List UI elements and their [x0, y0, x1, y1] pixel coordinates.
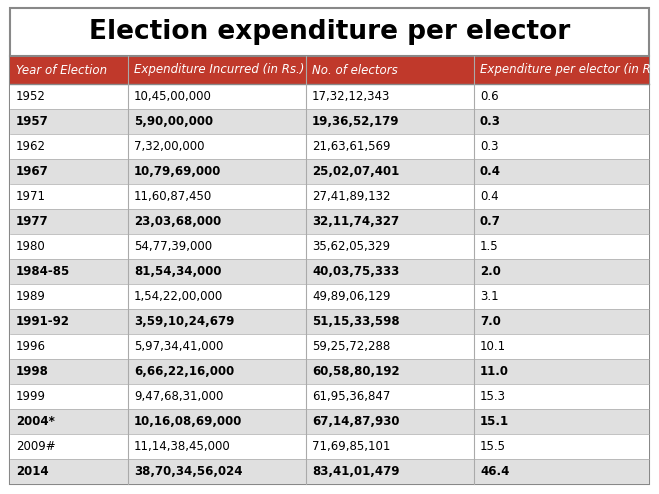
Text: 10,45,00,000: 10,45,00,000: [134, 90, 212, 103]
Text: 51,15,33,598: 51,15,33,598: [312, 315, 399, 328]
Bar: [10, 134, 649, 159]
Text: 2014: 2014: [16, 465, 49, 478]
Bar: [10, 209, 649, 234]
Text: 25,02,07,401: 25,02,07,401: [312, 165, 399, 178]
Text: 38,70,34,56,024: 38,70,34,56,024: [134, 465, 243, 478]
Text: 7,32,00,000: 7,32,00,000: [134, 140, 204, 153]
Text: 49,89,06,129: 49,89,06,129: [312, 290, 391, 303]
Text: 23,03,68,000: 23,03,68,000: [134, 215, 221, 228]
Text: 2009#: 2009#: [16, 440, 55, 453]
Text: 1.5: 1.5: [480, 240, 499, 253]
Text: 1996: 1996: [16, 340, 46, 353]
Text: 11,60,87,450: 11,60,87,450: [134, 190, 212, 203]
Text: 2004*: 2004*: [16, 415, 55, 428]
Bar: [10, 109, 649, 134]
Text: 1957: 1957: [16, 115, 49, 128]
Text: 1989: 1989: [16, 290, 46, 303]
Text: 32,11,74,327: 32,11,74,327: [312, 215, 399, 228]
Bar: [10, 56, 128, 84]
Text: 1980: 1980: [16, 240, 45, 253]
Text: 1998: 1998: [16, 365, 49, 378]
Text: 67,14,87,930: 67,14,87,930: [312, 415, 399, 428]
Bar: [10, 84, 649, 109]
Text: 1971: 1971: [16, 190, 46, 203]
Text: 0.3: 0.3: [480, 140, 498, 153]
Text: 1977: 1977: [16, 215, 49, 228]
Text: 9,47,68,31,000: 9,47,68,31,000: [134, 390, 223, 403]
Text: 5,90,00,000: 5,90,00,000: [134, 115, 213, 128]
Text: 35,62,05,329: 35,62,05,329: [312, 240, 390, 253]
Text: 1984-85: 1984-85: [16, 265, 71, 278]
Text: 0.4: 0.4: [480, 190, 499, 203]
Bar: [306, 56, 474, 84]
Text: 11,14,38,45,000: 11,14,38,45,000: [134, 440, 231, 453]
Text: 1967: 1967: [16, 165, 49, 178]
Bar: [10, 334, 649, 359]
Bar: [10, 359, 649, 384]
Text: 27,41,89,132: 27,41,89,132: [312, 190, 391, 203]
Text: 15.1: 15.1: [480, 415, 509, 428]
Text: 21,63,61,569: 21,63,61,569: [312, 140, 391, 153]
Text: 54,77,39,000: 54,77,39,000: [134, 240, 212, 253]
Text: 11.0: 11.0: [480, 365, 509, 378]
Text: 1952: 1952: [16, 90, 46, 103]
Bar: [10, 259, 649, 284]
Text: 0.6: 0.6: [480, 90, 499, 103]
Text: 46.4: 46.4: [480, 465, 509, 478]
Text: 1999: 1999: [16, 390, 46, 403]
Text: 1991-92: 1991-92: [16, 315, 70, 328]
Text: 10,79,69,000: 10,79,69,000: [134, 165, 221, 178]
Bar: [10, 309, 649, 334]
Text: 10.1: 10.1: [480, 340, 506, 353]
Text: 0.3: 0.3: [480, 115, 501, 128]
Bar: [10, 184, 649, 209]
Text: 5,97,34,41,000: 5,97,34,41,000: [134, 340, 223, 353]
Text: 60,58,80,192: 60,58,80,192: [312, 365, 399, 378]
Text: 0.4: 0.4: [480, 165, 501, 178]
Text: Expenditure per elector (in Rs.): Expenditure per elector (in Rs.): [480, 64, 659, 77]
Text: Expenditure Incurred (in Rs.): Expenditure Incurred (in Rs.): [134, 64, 304, 77]
Text: 83,41,01,479: 83,41,01,479: [312, 465, 399, 478]
Text: 1962: 1962: [16, 140, 46, 153]
Bar: [10, 284, 649, 309]
Text: 1,54,22,00,000: 1,54,22,00,000: [134, 290, 223, 303]
Text: 17,32,12,343: 17,32,12,343: [312, 90, 390, 103]
Text: No. of electors: No. of electors: [312, 64, 398, 77]
Text: 40,03,75,333: 40,03,75,333: [312, 265, 399, 278]
Text: 3.1: 3.1: [480, 290, 499, 303]
Text: 0.7: 0.7: [480, 215, 501, 228]
Text: 19,36,52,179: 19,36,52,179: [312, 115, 399, 128]
Text: Year of Election: Year of Election: [16, 64, 107, 77]
Bar: [10, 409, 649, 434]
Text: 3,59,10,24,679: 3,59,10,24,679: [134, 315, 235, 328]
Text: 71,69,85,101: 71,69,85,101: [312, 440, 390, 453]
Text: 10,16,08,69,000: 10,16,08,69,000: [134, 415, 243, 428]
Bar: [10, 384, 649, 409]
Text: 15.5: 15.5: [480, 440, 506, 453]
Bar: [10, 459, 649, 484]
Bar: [10, 234, 649, 259]
Bar: [10, 434, 649, 459]
Bar: [128, 56, 306, 84]
Bar: [10, 159, 649, 184]
Text: 2.0: 2.0: [480, 265, 501, 278]
Text: 61,95,36,847: 61,95,36,847: [312, 390, 390, 403]
Text: 7.0: 7.0: [480, 315, 501, 328]
Text: Election expenditure per elector: Election expenditure per elector: [89, 19, 570, 45]
Text: 81,54,34,000: 81,54,34,000: [134, 265, 221, 278]
Text: 59,25,72,288: 59,25,72,288: [312, 340, 390, 353]
Text: 15.3: 15.3: [480, 390, 506, 403]
Bar: [474, 56, 649, 84]
Text: 6,66,22,16,000: 6,66,22,16,000: [134, 365, 234, 378]
